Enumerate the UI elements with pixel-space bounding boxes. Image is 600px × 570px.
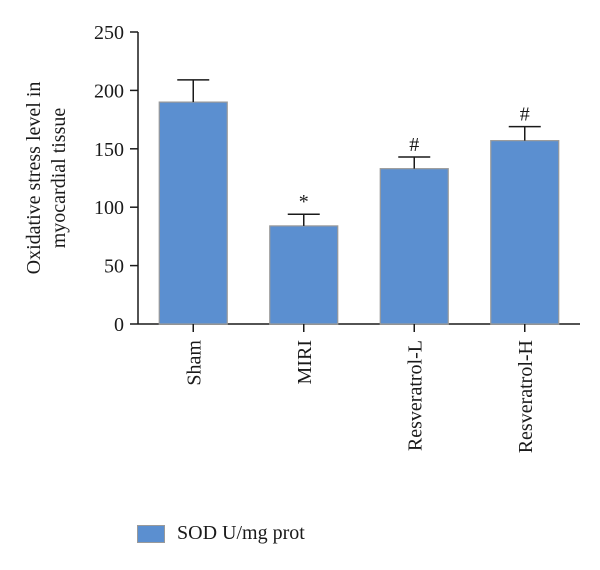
bars: * # # [158,79,560,325]
y-tick-label: 0 [114,314,124,336]
y-tick-label: 150 [94,139,124,161]
bar [379,168,449,325]
legend-swatch [137,524,165,543]
y-tick-label: 50 [104,256,124,278]
y-ticks: 0 50 100 150 200 250 [94,22,138,336]
x-tick-label: Resveratrol-L [404,340,426,451]
bar [269,225,339,325]
x-tick-label: Sham [183,340,205,386]
significance-marker: # [520,104,530,126]
significance-marker: # [409,134,419,156]
bar [158,101,228,325]
legend-label: SOD U/mg prot [177,522,305,544]
y-tick-label: 200 [94,80,124,102]
chart: Oxidative stress level in myocardial tiss… [23,22,580,453]
bar [490,140,560,325]
y-tick-label: 250 [94,22,124,44]
y-axis-label: Oxidative stress level in myocardial tiss… [23,82,70,275]
significance-marker: * [299,191,309,213]
y-axis-label-line: myocardial tissue [48,108,70,249]
x-ticks: Sham MIRI Resveratrol-L Resveratrol-H [183,324,537,453]
legend: SOD U/mg prot [137,522,305,545]
y-tick-label: 100 [94,197,124,219]
x-tick-label: MIRI [294,340,316,384]
y-axis-label-line: Oxidative stress level in [23,82,45,275]
x-tick-label: Resveratrol-H [515,340,537,453]
